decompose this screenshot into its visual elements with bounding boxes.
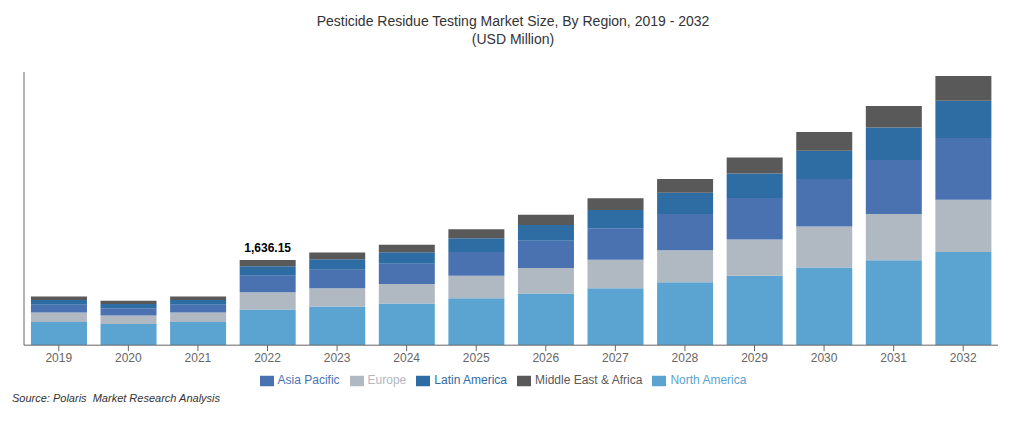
html-text:Source: Polaris Market Researc: Source: Polaris Market Research Analysis xyxy=(12,392,221,404)
svg-text:2026: 2026 xyxy=(532,351,559,365)
html-text:Asia Pacific: Asia Pacific xyxy=(277,373,340,388)
svg-text:2032: 2032 xyxy=(950,351,977,365)
svg-text:2022: 2022 xyxy=(254,351,281,365)
html-text:North America: North America xyxy=(670,373,747,388)
svg-text:2031: 2031 xyxy=(880,351,907,365)
svg-text:2025: 2025 xyxy=(463,351,490,365)
html-text:Europe: Europe xyxy=(367,373,407,388)
html-text:Latin America: Latin America xyxy=(434,373,507,388)
svg-text:2021: 2021 xyxy=(185,351,212,365)
svg-text:2029: 2029 xyxy=(741,351,768,365)
svg-text:2028: 2028 xyxy=(672,351,699,365)
html-text:(USD Million): (USD Million) xyxy=(471,31,555,47)
svg-text:2020: 2020 xyxy=(115,351,142,365)
svg-text:2027: 2027 xyxy=(602,351,629,365)
svg-text:2019: 2019 xyxy=(45,351,72,365)
svg-text:2023: 2023 xyxy=(324,351,351,365)
svg-text:2030: 2030 xyxy=(811,351,838,365)
html-text:Middle East & Africa: Middle East & Africa xyxy=(535,373,643,388)
html-text:Pesticide Residue Testing Mark: Pesticide Residue Testing Market Size, B… xyxy=(316,13,710,29)
svg-text:2024: 2024 xyxy=(393,351,420,365)
svg-text:1,636.15: 1,636.15 xyxy=(244,241,291,255)
